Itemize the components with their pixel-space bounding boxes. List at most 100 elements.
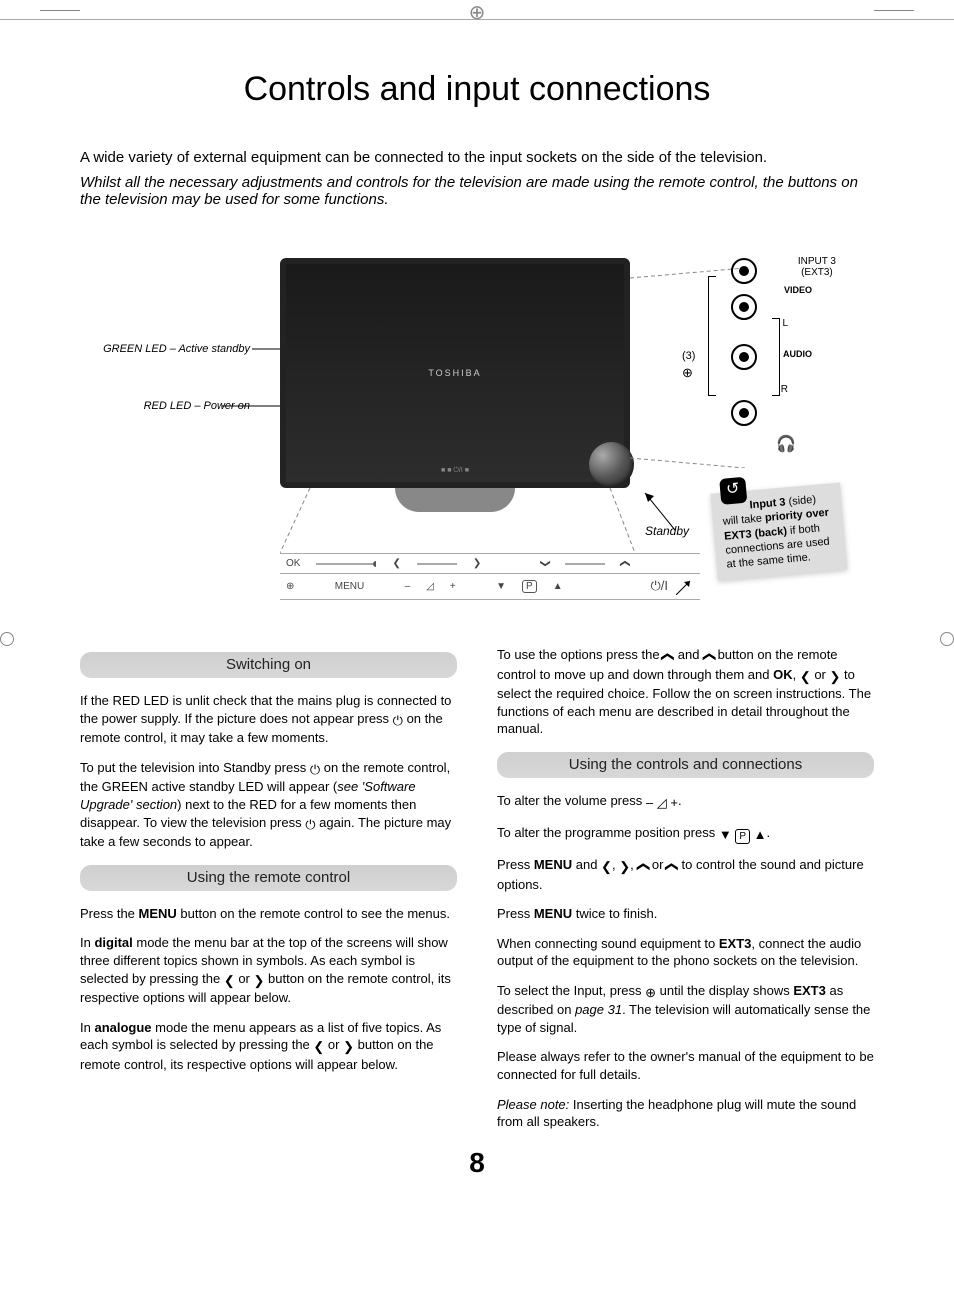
crop-mark-right [934,620,954,660]
left-icon: ❮ [313,1038,324,1056]
vol-plus-icon: + [670,794,678,812]
up-icon: ❮ [664,861,682,872]
down-icon: ❯ [634,861,652,872]
headphone-icon: 🎧 [776,434,796,454]
panel-line [417,560,457,568]
cc-p6: To select the Input, press ⊕ until the d… [497,982,874,1037]
cc-p5: When connecting sound equipment to EXT3,… [497,935,874,970]
input3-line1: INPUT 3 [798,256,836,267]
switching-on-p2: To put the television into Standby press… [80,759,457,851]
page-content: Controls and input connections A wide va… [0,30,954,1219]
audio-bracket [772,318,780,396]
prog-down-icon: ▼ [496,581,506,592]
arrow-icon [676,577,694,595]
input3-panel: INPUT 3 (EXT3) VIDEO L AUDIO R (3) ⊕ 🎧 [714,258,774,426]
tv-panel-buttons: OK ❮ ❯ ❯ ❯ [280,553,700,574]
right-icon: ❯ [343,1038,354,1056]
right-icon: ❯ [473,558,481,569]
right-column: To use the options press the ❮ and ❯ but… [497,638,874,1143]
cc-p2: To alter the programme position press ▼ … [497,824,874,845]
power-icon: ⏻ [310,761,320,779]
section-head-controls: Using the controls and connections [497,752,874,778]
section-head-remote: Using the remote control [80,865,457,891]
remote-p3: In analogue mode the menu appears as a l… [80,1019,457,1074]
power-knob-icon [589,442,634,487]
power-label: ⏻/I [651,578,669,594]
headphone-jack-icon [731,400,757,426]
cc-p3: Press MENU and ❮, ❯, ❯ or ❮ to control t… [497,856,874,893]
priority-note: Input 3 (side) will take priority over E… [710,483,847,581]
tv-illustration: TOSHIBA ■ ■ ⏻/I ■ [280,258,630,488]
intro-paragraph-1: A wide variety of external equipment can… [80,149,874,166]
input3-line2: (EXT3) [801,267,833,278]
left-icon: ❮ [392,558,400,569]
right-icon: ❯ [254,972,265,990]
up-icon: ❯ [620,559,631,567]
audio-r-jack-icon [731,344,757,370]
tv-brand-label: TOSHIBA [428,368,481,378]
tv-diagram: GREEN LED – Active standby RED LED – Pow… [80,248,874,628]
red-led-label: RED LED – Power on [50,400,250,412]
audio-l-jack-icon [731,294,757,320]
side-num-label: (3) [682,350,695,362]
prog-up-icon: ▲ [553,581,563,592]
ok-label: OK [286,558,300,569]
crop-mark [40,10,80,11]
vol-shape-icon: ◿ [657,794,667,812]
audio-r-label: R [781,384,788,395]
input-icon: ⊕ [645,984,656,1002]
cc-p4: Press MENU twice to finish. [497,905,874,923]
prog-icon: P [735,829,750,845]
expansion-lines [280,488,640,558]
group-bracket [708,276,716,396]
crop-mark-left [0,620,20,660]
audio-l-label: L [782,318,788,329]
audio-label: AUDIO [783,350,812,360]
registration-mark-icon: ⊕ [469,0,486,25]
input-icon: ⊕ [286,581,294,592]
tri-up-icon: ▲ [754,826,767,844]
ok-line-icon [316,560,376,568]
vol-minus: – [405,581,411,592]
page-title: Controls and input connections [80,70,874,109]
switching-on-p1: If the RED LED is unlit check that the m… [80,692,457,747]
tv-front-controls-icon: ■ ■ ⏻/I ■ [395,466,515,476]
power-icon: ⏻ [393,712,403,730]
input3-header: INPUT 3 (EXT3) [798,256,836,278]
intro-paragraph-2: Whilst all the necessary adjustments and… [80,174,874,208]
page-number: 8 [80,1147,874,1179]
green-led-label: GREEN LED – Active standby [50,343,250,355]
vol-shape-icon: ◿ [426,581,434,592]
tv-panel-labels: ⊕ MENU – ◿ + ▼ P ▲ ⏻/I [280,573,700,600]
left-icon: ❮ [224,972,235,990]
down-icon: ❯ [700,651,718,662]
remote-p2: In digital mode the menu bar at the top … [80,934,457,1006]
cc-p8: Please note: Inserting the headphone plu… [497,1096,874,1131]
cc-p1: To alter the volume press – ◿ +. [497,792,874,812]
input-side-icon: ⊕ [682,366,693,380]
left-column: Switching on If the RED LED is unlit che… [80,638,457,1143]
crop-marks-top: ⊕ [0,0,954,20]
vol-plus: + [450,581,456,592]
up-icon: ❮ [660,651,678,662]
right-icon: ❯ [619,858,630,876]
prog-label: P [522,580,537,593]
video-label: VIDEO [784,286,812,296]
vol-minus-icon: – [646,794,653,812]
down-icon: ❯ [540,559,551,567]
left-icon: ❮ [601,858,612,876]
left-icon: ❮ [800,668,811,686]
menu-label: MENU [335,581,364,592]
tri-down-icon: ▼ [719,826,732,844]
body-columns: Switching on If the RED LED is unlit che… [80,638,874,1143]
video-jack-icon [731,258,757,284]
section-head-switching-on: Switching on [80,652,457,678]
col2-top-p: To use the options press the ❮ and ❯ but… [497,646,874,738]
remote-p1: Press the MENU button on the remote cont… [80,905,457,923]
power-icon: ⏻ [305,816,315,834]
standby-arrow [640,488,680,536]
cc-p7: Please always refer to the owner's manua… [497,1048,874,1083]
crop-mark [874,10,914,11]
panel-line [565,560,605,568]
right-icon: ❯ [830,668,841,686]
